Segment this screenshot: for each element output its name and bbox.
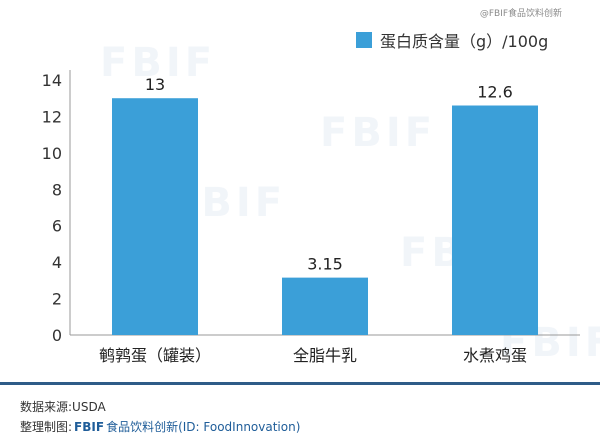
data-label: 12.6 <box>477 83 513 102</box>
y-tick-label: 2 <box>52 290 62 309</box>
data-label: 13 <box>145 75 165 94</box>
credit-line: 整理制图: FBIF 食品饮料创新 (ID: FoodInnovation) <box>20 418 300 435</box>
footer-divider <box>0 382 600 385</box>
bar <box>112 98 198 335</box>
chart-legend: 蛋白质含量（g）/100g <box>356 28 548 52</box>
legend-label: 蛋白质含量（g）/100g <box>380 32 549 51</box>
brand-logo-text: FBIF <box>74 420 105 434</box>
x-tick-label: 全脂牛乳 <box>293 346 357 365</box>
data-label: 3.15 <box>307 255 343 274</box>
credit-suffix: 食品饮料创新 <box>106 420 179 434</box>
y-tick-label: 0 <box>52 326 62 345</box>
y-tick-label: 4 <box>52 253 62 272</box>
y-tick-label: 8 <box>52 180 62 199</box>
x-tick-label: 鹌鹑蛋（罐装） <box>99 346 211 365</box>
legend-swatch <box>356 32 372 48</box>
bar-chart: 0 2 4 6 8 10 12 14 13 鹌鹑蛋（罐装） 3.15 全脂牛乳 12.6 水煮鸡蛋 <box>42 70 580 365</box>
y-tick-label: 12 <box>42 107 62 126</box>
bar <box>452 105 538 335</box>
x-tick-label: 水煮鸡蛋 <box>463 346 527 365</box>
y-tick-label: 6 <box>52 217 62 236</box>
bar <box>282 277 368 335</box>
y-tick-label: 10 <box>42 144 62 163</box>
y-tick-label: 14 <box>42 71 62 90</box>
credit-id: (ID: FoodInnovation) <box>178 420 301 434</box>
watermark-text: @FBIF食品饮料创新 <box>479 9 562 19</box>
data-source: 数据来源:USDA <box>20 400 106 414</box>
credit-prefix: 整理制图: <box>20 420 73 434</box>
